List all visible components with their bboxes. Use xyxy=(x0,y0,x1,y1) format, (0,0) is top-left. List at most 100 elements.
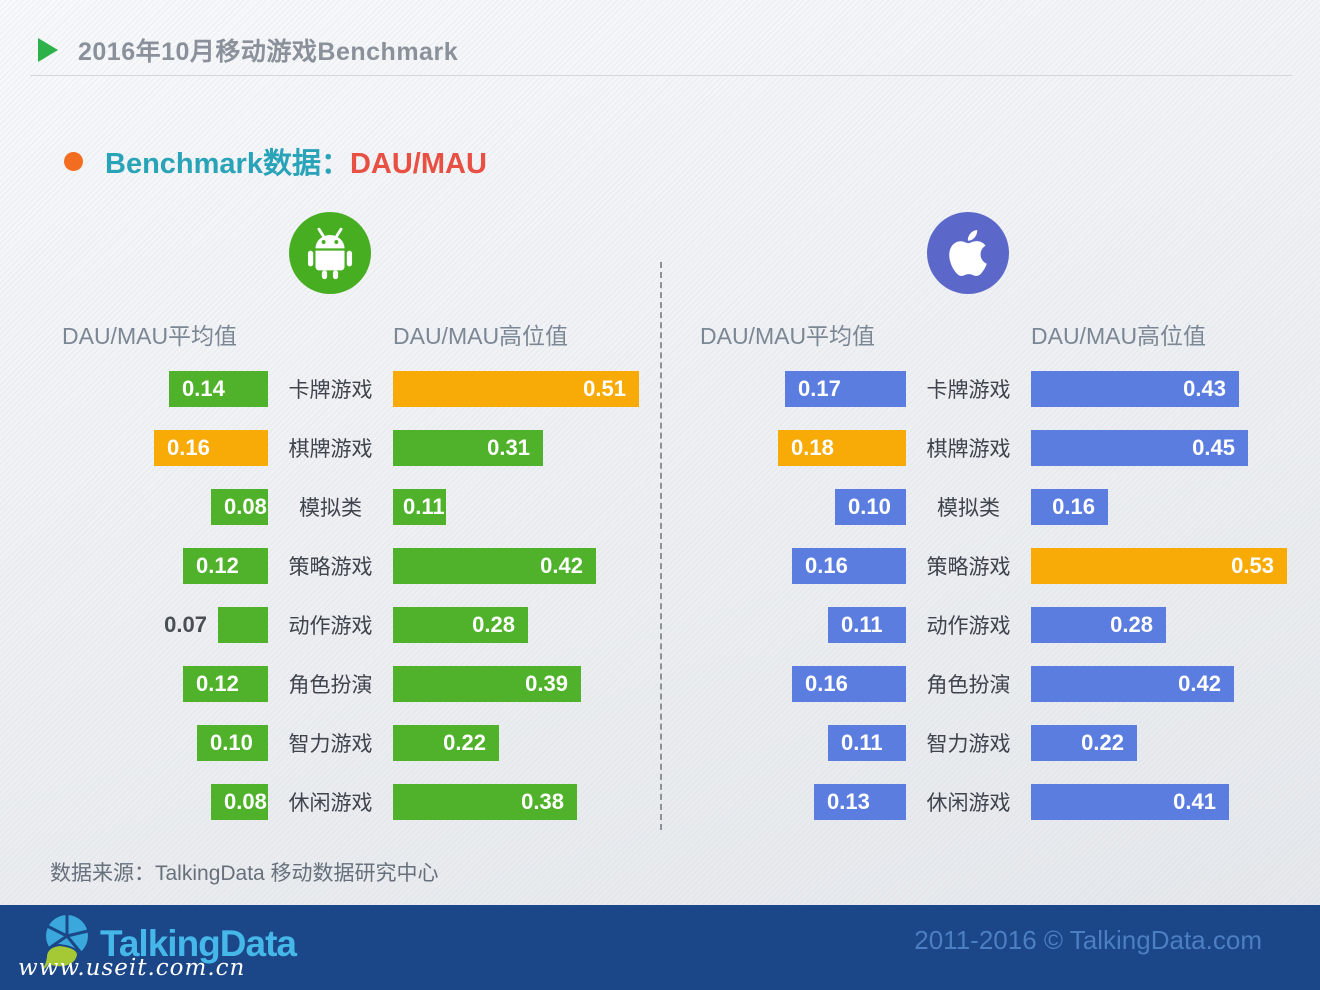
chart-row: 0.14 卡牌游戏 0.51 xyxy=(40,371,660,407)
section-title-main: Benchmark数据： xyxy=(105,148,350,180)
category-label: 卡牌游戏 xyxy=(288,379,373,402)
avg-bar: 0.16 xyxy=(792,666,906,702)
avg-bar-cell: 0.18 xyxy=(678,430,906,466)
avg-bar: 0.18 xyxy=(778,430,906,466)
bar-value: 0.12 xyxy=(196,671,239,696)
section-title: Benchmark数据：DAU/MAU xyxy=(105,140,487,182)
bar-value: 0.16 xyxy=(167,435,210,460)
bar-value: 0.41 xyxy=(1173,789,1216,814)
bar-value: 0.08 xyxy=(224,494,267,519)
avg-column-header: DAU/MAU平均值 xyxy=(62,323,238,349)
bar-value: 0.11 xyxy=(403,494,445,519)
avg-bar-cell: 0.08 xyxy=(40,784,268,820)
android-icon xyxy=(289,212,371,294)
watermark-text: www.useit.com.cn xyxy=(18,955,246,981)
column-header-spacer xyxy=(268,317,393,351)
category-label: 休闲游戏 xyxy=(288,792,373,815)
bar-value: 0.42 xyxy=(1178,671,1221,696)
high-bar: 0.39 xyxy=(393,666,581,702)
avg-bar-cell: 0.08 xyxy=(40,489,268,525)
bar-value: 0.13 xyxy=(827,789,870,814)
high-bar-cell: 0.42 xyxy=(393,548,660,584)
green-triangle-icon xyxy=(38,38,58,62)
column-headers: DAU/MAU平均值 DAU/MAU高位值 xyxy=(678,317,1298,351)
bar-value: 0.38 xyxy=(521,789,564,814)
avg-bar-cell: 0.10 xyxy=(678,489,906,525)
avg-bar: 0.11 xyxy=(828,607,906,643)
category-label: 角色扮演 xyxy=(288,674,373,697)
avg-bar-cell: 0.11 xyxy=(678,607,906,643)
high-bar: 0.38 xyxy=(393,784,577,820)
bar-value: 0.18 xyxy=(791,435,834,460)
bar-value: 0.53 xyxy=(1231,553,1274,578)
category-label: 卡牌游戏 xyxy=(926,379,1011,402)
bar-value: 0.22 xyxy=(443,730,486,755)
avg-bar: 0.10 xyxy=(197,725,268,761)
ios-chart-rows: 0.17 卡牌游戏 0.43 0.18 棋牌游戏 0.45 0.10 模拟类 0.16 0.16 策… xyxy=(678,371,1298,843)
avg-bar: 0.12 xyxy=(183,666,268,702)
bar-value: 0.43 xyxy=(1183,376,1226,401)
avg-bar: 0.08 xyxy=(211,489,268,525)
top-header: 2016年10月移动游戏Benchmark xyxy=(38,32,458,68)
bar-value: 0.42 xyxy=(540,553,583,578)
apple-icon xyxy=(927,212,1009,294)
chart-row: 0.11 智力游戏 0.22 xyxy=(678,725,1298,761)
category-label: 动作游戏 xyxy=(926,615,1011,638)
high-bar: 0.28 xyxy=(393,607,528,643)
high-bar: 0.42 xyxy=(1031,666,1234,702)
category-label: 休闲游戏 xyxy=(926,792,1011,815)
column-headers: DAU/MAU平均值 DAU/MAU高位值 xyxy=(40,317,660,351)
high-bar: 0.22 xyxy=(393,725,499,761)
android-robot-glyph xyxy=(307,227,353,280)
avg-bar-cell: 0.10 xyxy=(40,725,268,761)
category-label: 角色扮演 xyxy=(926,674,1011,697)
category-label: 策略游戏 xyxy=(288,556,373,579)
apple-logo-glyph xyxy=(949,230,987,276)
high-bar-cell: 0.31 xyxy=(393,430,660,466)
high-bar-cell: 0.16 xyxy=(1031,489,1298,525)
category-label: 策略游戏 xyxy=(926,556,1011,579)
avg-bar: 0.16 xyxy=(792,548,906,584)
chart-row: 0.17 卡牌游戏 0.43 xyxy=(678,371,1298,407)
charts-area: DAU/MAU平均值 DAU/MAU高位值 0.14 卡牌游戏 0.51 0.16 棋牌… xyxy=(40,210,1298,835)
high-bar-cell: 0.53 xyxy=(1031,548,1298,584)
avg-bar: 0.17 xyxy=(785,371,906,407)
chart-row: 0.07 动作游戏 0.28 xyxy=(40,607,660,643)
avg-bar-cell: 0.12 xyxy=(40,548,268,584)
chart-row: 0.08 模拟类 0.11 xyxy=(40,489,660,525)
bar-value: 0.08 xyxy=(224,789,267,814)
avg-bar-cell: 0.16 xyxy=(678,666,906,702)
avg-bar: 0.16 xyxy=(154,430,268,466)
bar-value: 0.45 xyxy=(1192,435,1235,460)
bar-value: 0.28 xyxy=(472,612,515,637)
chart-row: 0.16 角色扮演 0.42 xyxy=(678,666,1298,702)
talkingdata-logo-icon xyxy=(36,914,89,975)
chart-row: 0.11 动作游戏 0.28 xyxy=(678,607,1298,643)
high-bar: 0.53 xyxy=(1031,548,1287,584)
bar-value: 0.31 xyxy=(487,435,530,460)
high-column-header: DAU/MAU高位值 xyxy=(393,323,569,349)
high-bar: 0.45 xyxy=(1031,430,1248,466)
section-title-accent: DAU/MAU xyxy=(349,148,487,180)
bar-value-outside: 0.07 xyxy=(164,612,207,637)
bar-value: 0.11 xyxy=(841,612,883,637)
high-bar-cell: 0.43 xyxy=(1031,371,1298,407)
category-label: 智力游戏 xyxy=(926,733,1011,756)
talkingdata-logo: TalkingData xyxy=(34,911,297,977)
chart-row: 0.12 角色扮演 0.39 xyxy=(40,666,660,702)
high-bar-cell: 0.28 xyxy=(1031,607,1298,643)
avg-bar-cell: 0.11 xyxy=(678,725,906,761)
column-header-spacer xyxy=(906,317,1031,351)
bar-value: 0.28 xyxy=(1110,612,1153,637)
bar-value: 0.10 xyxy=(848,494,891,519)
avg-bar-cell: 0.16 xyxy=(678,548,906,584)
avg-bar-cell: 0.12 xyxy=(40,666,268,702)
talkingdata-logo-text: TalkingData xyxy=(100,923,297,964)
chart-row: 0.13 休闲游戏 0.41 xyxy=(678,784,1298,820)
avg-bar-cell: 0.07 xyxy=(40,607,268,643)
category-label: 模拟类 xyxy=(937,497,1000,520)
high-bar-cell: 0.42 xyxy=(1031,666,1298,702)
high-bar-cell: 0.28 xyxy=(393,607,660,643)
chart-row: 0.18 棋牌游戏 0.45 xyxy=(678,430,1298,466)
